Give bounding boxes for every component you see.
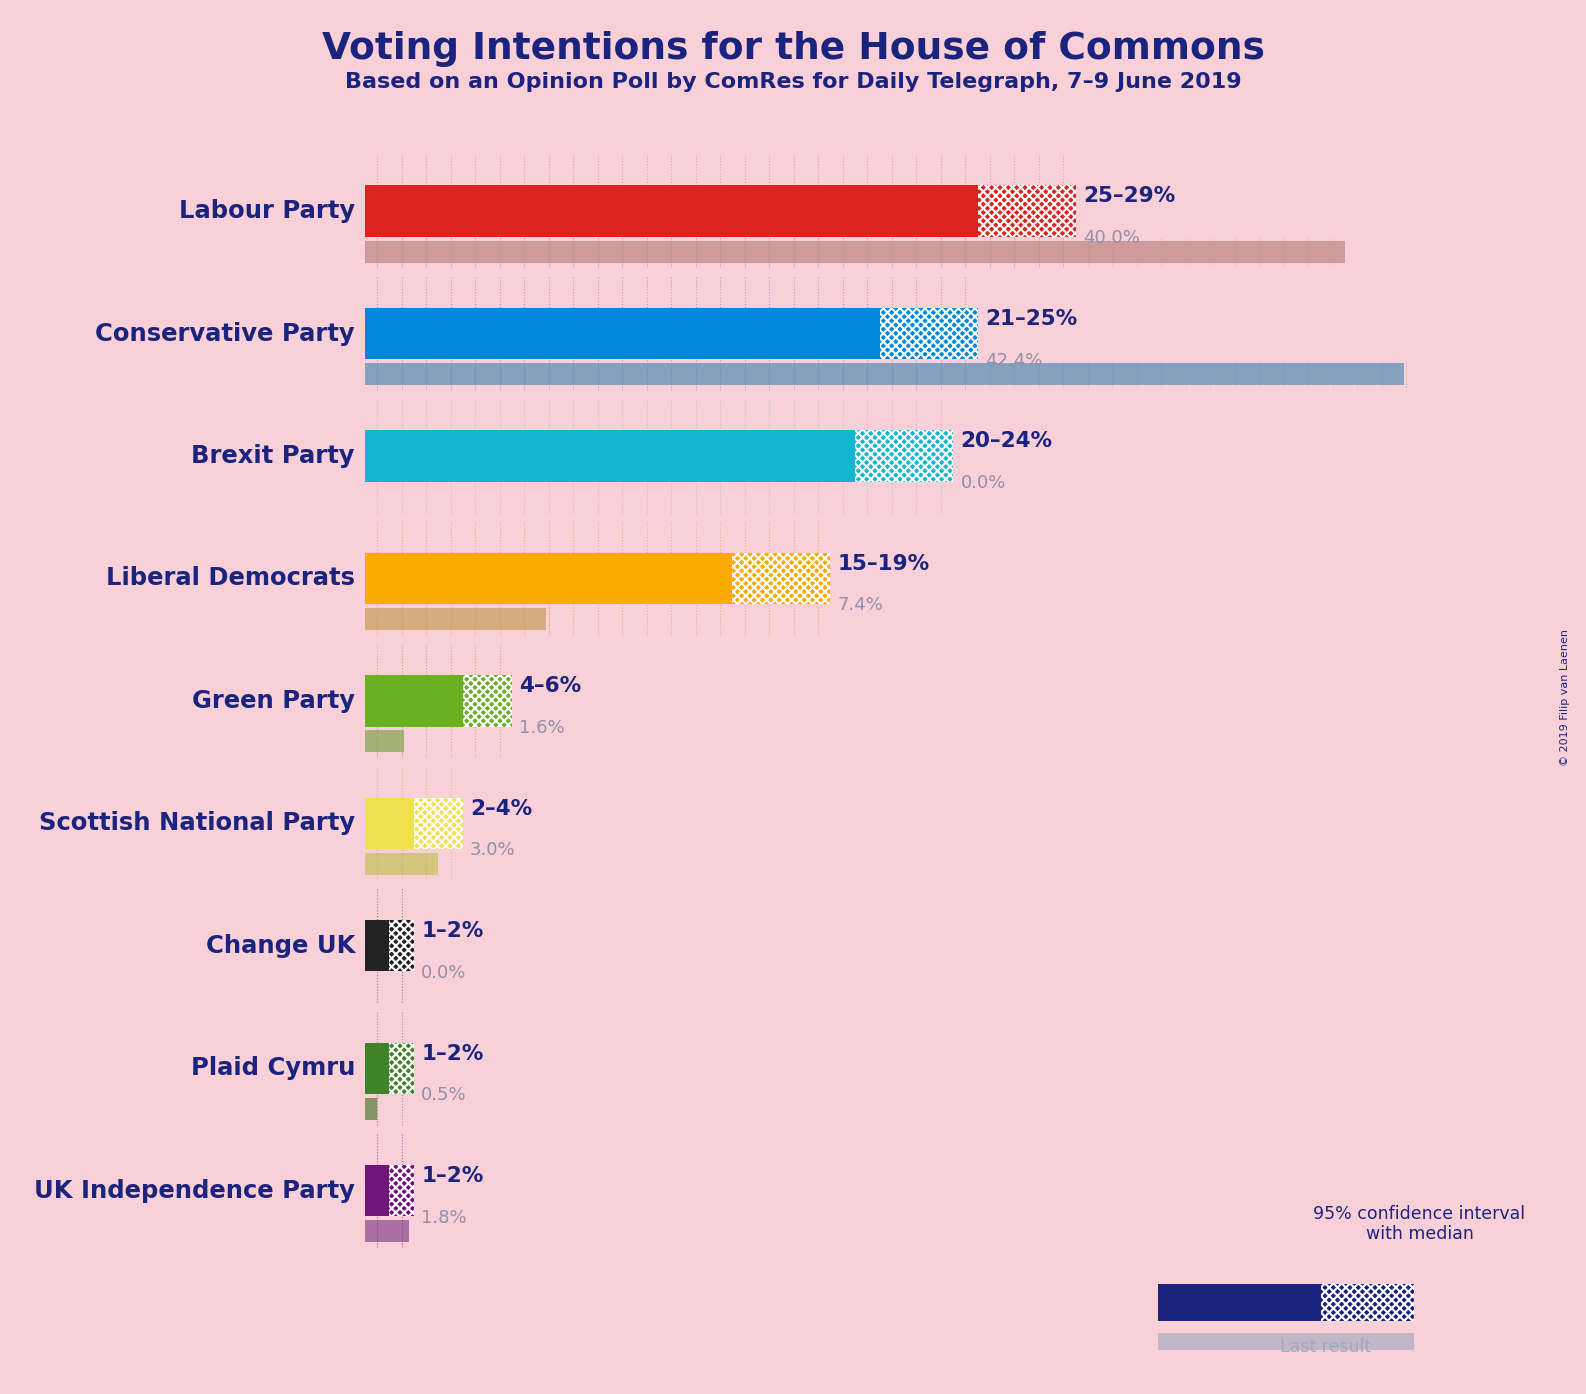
Bar [880,308,977,360]
Bar [365,277,977,390]
Bar [365,1012,414,1125]
Text: 1–2%: 1–2% [422,921,484,941]
Text: UK Independence Party: UK Independence Party [35,1179,355,1203]
Bar [389,920,414,972]
Text: Liberal Democrats: Liberal Democrats [106,566,355,591]
Text: 2–4%: 2–4% [469,799,533,818]
Bar [733,553,831,604]
Text: Change UK: Change UK [206,934,355,958]
Bar [365,675,463,726]
Text: Green Party: Green Party [192,689,355,712]
Text: 1.6%: 1.6% [519,719,565,737]
Text: 0.0%: 0.0% [422,963,466,981]
Text: 42.4%: 42.4% [985,351,1042,369]
Text: 0.0%: 0.0% [961,474,1006,492]
Text: 1.8%: 1.8% [422,1209,466,1227]
Bar [855,431,953,482]
Bar [977,185,1075,237]
Text: 7.4%: 7.4% [837,597,883,615]
Text: 21–25%: 21–25% [985,309,1077,329]
Bar [414,797,463,849]
Bar [365,853,438,875]
Bar [389,1043,414,1094]
Text: 0.5%: 0.5% [422,1086,466,1104]
Bar [365,521,831,636]
Bar [389,1165,414,1217]
Bar [365,608,546,630]
Text: 25–29%: 25–29% [1083,187,1175,206]
Text: Scottish National Party: Scottish National Party [38,811,355,835]
Text: 95% confidence interval
with median: 95% confidence interval with median [1313,1204,1526,1243]
Bar [365,1097,377,1119]
Bar [1158,1333,1413,1349]
Bar [365,644,512,757]
Bar [365,730,404,753]
Text: 1–2%: 1–2% [422,1044,484,1064]
Text: Conservative Party: Conservative Party [95,322,355,346]
Text: 1–2%: 1–2% [422,1165,484,1186]
Bar [365,920,389,972]
Text: 4–6%: 4–6% [519,676,582,696]
Bar [365,431,855,482]
Bar [365,1135,414,1248]
Bar [365,1043,389,1094]
Text: Brexit Party: Brexit Party [192,445,355,468]
Bar [365,185,977,237]
Bar [463,675,512,726]
Text: 3.0%: 3.0% [469,842,515,859]
Bar [365,797,414,849]
Bar [1158,1284,1321,1322]
Bar [365,553,733,604]
Bar [365,362,1404,385]
Bar [365,1165,389,1217]
Bar [365,400,953,513]
Bar [365,308,880,360]
Bar [365,767,463,880]
Text: Voting Intentions for the House of Commons: Voting Intentions for the House of Commo… [322,31,1264,67]
Bar [365,241,1345,262]
Text: 40.0%: 40.0% [1083,229,1140,247]
Bar [365,155,1075,268]
Text: 15–19%: 15–19% [837,553,929,574]
Bar [1321,1284,1413,1322]
Text: © 2019 Filip van Laenen: © 2019 Filip van Laenen [1561,629,1570,765]
Text: Labour Party: Labour Party [179,199,355,223]
Bar [365,889,414,1002]
Text: Last result: Last result [1280,1338,1372,1356]
Text: Plaid Cymru: Plaid Cymru [190,1057,355,1080]
Text: Based on an Opinion Poll by ComRes for Daily Telegraph, 7–9 June 2019: Based on an Opinion Poll by ComRes for D… [344,72,1242,92]
Bar [365,1220,409,1242]
Text: 20–24%: 20–24% [961,431,1053,452]
